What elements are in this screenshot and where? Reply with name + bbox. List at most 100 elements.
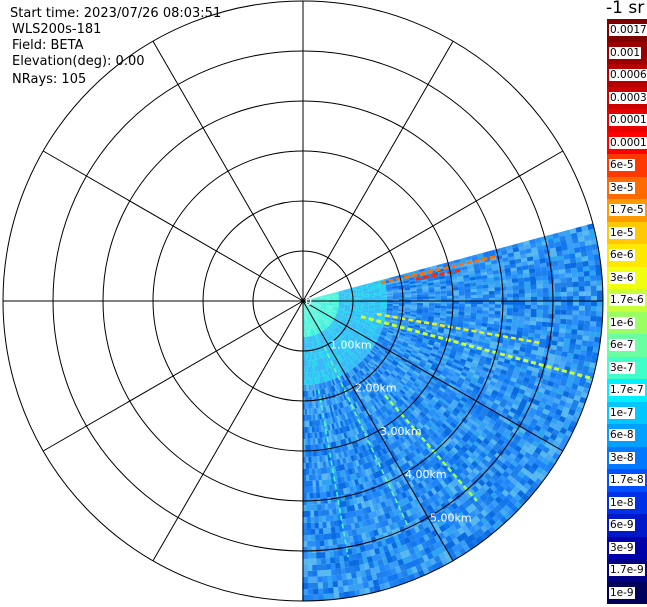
data-cell <box>347 371 352 378</box>
data-cell <box>402 426 409 434</box>
data-cell <box>579 246 587 253</box>
data-cell <box>308 318 311 324</box>
data-cell <box>487 441 495 450</box>
data-cell <box>375 329 382 333</box>
data-cell <box>339 375 344 382</box>
data-cell <box>361 557 369 565</box>
data-cell <box>327 317 334 322</box>
data-cell <box>456 527 465 536</box>
data-cell <box>333 351 338 358</box>
data-cell <box>325 308 332 311</box>
data-cell <box>509 263 517 269</box>
data-cell <box>371 390 377 397</box>
data-cell <box>363 302 369 304</box>
data-cell <box>339 299 345 301</box>
data-cell <box>574 252 582 259</box>
data-cell <box>354 316 361 320</box>
data-cell <box>387 356 394 362</box>
data-cell <box>333 358 338 365</box>
data-cell <box>346 350 352 356</box>
data-cell <box>325 309 332 312</box>
data-cell <box>363 389 369 396</box>
data-cell <box>577 359 585 367</box>
data-cell <box>446 512 455 521</box>
data-cell <box>340 347 346 353</box>
data-cell <box>316 371 320 378</box>
data-cell <box>401 323 409 328</box>
data-cell <box>469 470 477 479</box>
data-cell <box>453 385 461 392</box>
data-cell <box>409 395 417 402</box>
data-cell <box>408 367 415 374</box>
data-cell <box>422 307 429 311</box>
data-cell <box>326 296 333 298</box>
data-cell <box>310 323 313 330</box>
data-cell <box>351 396 357 403</box>
data-cell <box>509 407 517 415</box>
data-cell <box>311 341 314 348</box>
data-cell <box>440 495 448 503</box>
data-cell <box>335 415 340 423</box>
data-cell <box>325 491 331 498</box>
data-cell <box>361 286 368 289</box>
data-cell <box>319 332 324 339</box>
data-cell <box>403 364 410 370</box>
data-cell <box>341 337 347 343</box>
data-cell <box>348 338 355 344</box>
data-cell <box>414 358 421 364</box>
data-cell <box>360 361 366 367</box>
data-cell <box>358 336 365 341</box>
data-cell <box>536 313 543 319</box>
data-cell <box>430 487 438 496</box>
data-cell <box>350 306 357 309</box>
data-cell <box>356 310 363 313</box>
data-cell <box>368 342 375 347</box>
data-cell <box>314 296 321 299</box>
data-cell <box>338 306 345 308</box>
data-cell <box>374 353 381 359</box>
data-cell <box>465 301 471 305</box>
data-cell <box>334 344 340 350</box>
data-cell <box>308 348 311 355</box>
data-cell <box>419 393 426 400</box>
data-cell <box>356 290 363 293</box>
data-cell <box>348 356 354 362</box>
data-cell <box>337 333 343 339</box>
data-cell <box>345 299 351 301</box>
data-cell <box>323 497 328 504</box>
data-cell <box>549 301 555 307</box>
data-cell <box>464 363 471 369</box>
data-cell <box>340 318 347 323</box>
data-cell <box>398 293 405 297</box>
data-cell <box>554 278 561 285</box>
data-cell <box>356 297 363 300</box>
data-cell <box>457 363 465 370</box>
data-cell <box>357 558 364 566</box>
data-cell <box>314 359 317 366</box>
data-cell <box>323 467 328 474</box>
data-cell <box>376 450 382 458</box>
data-cell <box>392 305 399 308</box>
data-cell <box>505 414 513 422</box>
data-cell <box>429 509 437 518</box>
data-cell <box>422 506 430 515</box>
data-cell <box>454 460 462 469</box>
data-cell <box>328 325 334 331</box>
data-cell <box>590 357 598 365</box>
data-cell <box>364 373 370 380</box>
data-cell <box>326 306 333 308</box>
data-cell <box>325 319 331 325</box>
data-cell <box>503 478 512 487</box>
data-cell <box>326 303 333 305</box>
data-cell <box>537 301 543 306</box>
data-cell <box>313 366 316 373</box>
data-cell <box>333 319 339 324</box>
data-cell <box>338 305 345 307</box>
data-cell <box>365 322 372 326</box>
data-cell <box>422 294 429 298</box>
data-cell <box>349 377 354 384</box>
data-cell <box>375 464 382 472</box>
data-cell <box>377 429 384 437</box>
data-cell <box>307 304 313 310</box>
data-cell <box>548 287 555 294</box>
